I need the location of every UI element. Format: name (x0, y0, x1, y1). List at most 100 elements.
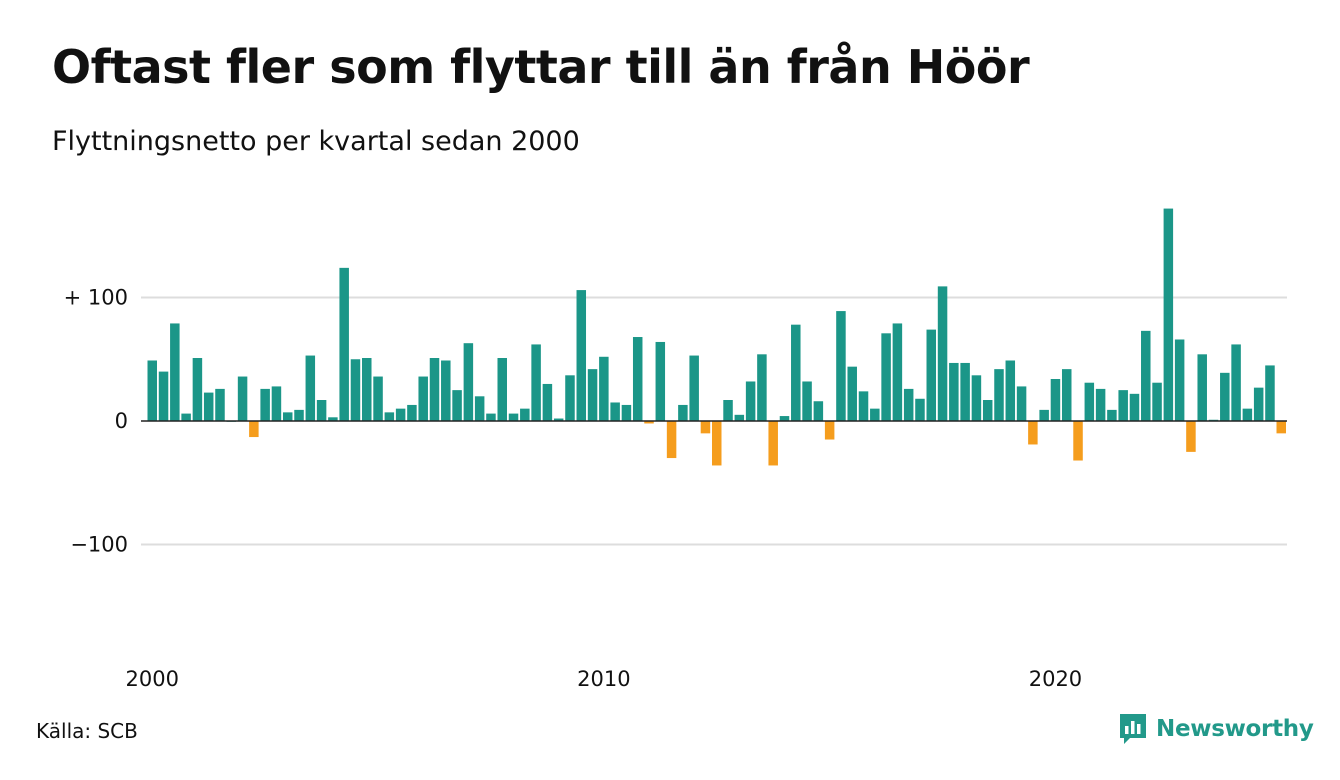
bar (1005, 360, 1016, 422)
bar (802, 381, 812, 421)
bar (1107, 409, 1117, 421)
bar (994, 369, 1004, 421)
bar (407, 404, 417, 421)
bar (203, 392, 214, 422)
bar (1028, 421, 1038, 445)
bar (542, 383, 553, 421)
bar (768, 421, 778, 466)
bar (1073, 421, 1083, 461)
bar (937, 286, 948, 421)
bar (666, 421, 677, 459)
x-tick-label: 2010 (577, 667, 630, 691)
bar (1242, 408, 1253, 421)
bar (1039, 409, 1049, 421)
bar (463, 343, 474, 421)
bar (294, 409, 304, 421)
bar (373, 376, 383, 421)
bar (689, 355, 699, 421)
bar (1276, 421, 1286, 434)
bar (1186, 421, 1196, 452)
bar (587, 369, 598, 421)
bar (1084, 382, 1095, 421)
bar (892, 323, 903, 422)
bar (520, 408, 530, 421)
bar (452, 390, 462, 422)
y-tick-label: 0 (115, 409, 128, 433)
bar (328, 417, 338, 422)
bar (903, 388, 914, 421)
bar (441, 360, 451, 422)
bar (418, 376, 428, 421)
bar (486, 413, 496, 421)
bar (192, 358, 203, 421)
bar (576, 290, 587, 421)
bar (926, 329, 937, 421)
bar (1118, 390, 1128, 422)
bar (949, 362, 959, 421)
bar (429, 358, 440, 421)
bar (474, 396, 485, 421)
bar (745, 381, 756, 421)
bar (1265, 365, 1275, 422)
bar (553, 418, 564, 421)
bar (813, 401, 824, 421)
bar (1197, 354, 1207, 421)
bar (260, 388, 270, 421)
bar (237, 376, 248, 421)
bar (158, 371, 169, 421)
bar (644, 421, 654, 424)
bar (599, 356, 609, 421)
bar (960, 362, 970, 421)
bar (1141, 330, 1151, 422)
bar (655, 341, 666, 421)
bar (712, 421, 722, 466)
bar (497, 358, 507, 421)
bar (362, 358, 372, 421)
bar-chart: + 100 0 −100 2000 2010 2020 (64, 208, 1287, 691)
bar (1061, 369, 1072, 421)
bar (1231, 344, 1241, 421)
bar (847, 366, 857, 421)
bar (1152, 382, 1162, 421)
bar (181, 413, 191, 421)
chart-title: Oftast fler som flyttar till än från Höö… (52, 40, 1030, 94)
bar (836, 311, 846, 421)
bar (395, 408, 406, 421)
bar (508, 413, 519, 421)
bar (350, 359, 361, 421)
bar (1163, 208, 1174, 421)
bar (915, 398, 925, 421)
chart-subtitle: Flyttningsnetto per kvartal sedan 2000 (52, 126, 580, 157)
newsworthy-logo-icon (1120, 714, 1146, 744)
bar (1050, 379, 1061, 421)
bar (1253, 387, 1264, 421)
bar (734, 414, 745, 421)
brand-logo[interactable]: Newsworthy (1118, 712, 1314, 746)
bar (565, 375, 575, 422)
x-tick-label: 2020 (1029, 667, 1082, 691)
bar (723, 400, 733, 421)
bar (249, 421, 259, 438)
y-tick-label: −100 (70, 533, 128, 557)
bar (779, 416, 790, 421)
bar (870, 408, 880, 421)
bar (632, 337, 643, 421)
bar (982, 400, 993, 421)
x-tick-label: 2000 (126, 667, 179, 691)
bar (700, 421, 711, 434)
bar (1095, 388, 1106, 421)
bar (215, 388, 225, 421)
y-tick-label: + 100 (64, 286, 128, 310)
bar (1016, 386, 1027, 421)
bar (147, 360, 157, 422)
bar (971, 375, 982, 422)
bar (1174, 339, 1185, 421)
bar (384, 412, 395, 422)
bar (531, 344, 541, 421)
bar (170, 323, 180, 422)
bar (282, 412, 293, 422)
source-note: Källa: SCB (36, 719, 138, 743)
bar (757, 354, 767, 421)
bar (881, 333, 891, 421)
bar (621, 404, 632, 421)
